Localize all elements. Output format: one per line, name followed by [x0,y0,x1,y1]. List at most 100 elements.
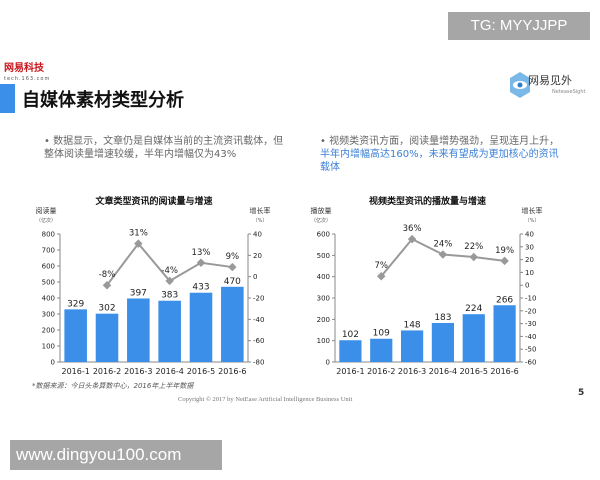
growth-label: -4% [161,266,178,276]
x-tick-label: 2016-1 [61,367,89,376]
bar [127,298,150,362]
y2-tick-label: -80 [253,359,264,367]
y2-tick-label: 40 [253,231,262,239]
y-tick-label: 0 [326,359,330,367]
x-tick-label: 2016-5 [460,367,488,376]
bar [339,340,362,362]
growth-point [407,234,417,244]
copyright: Copyright © 2017 by NetEase Artificial I… [178,396,353,403]
y2-axis-unit: （%） [525,218,540,224]
bar [462,314,485,362]
y2-tick-label: 0 [525,282,529,290]
y-tick-label: 600 [42,263,55,271]
growth-point [469,252,478,262]
y2-tick-label: -20 [525,307,536,315]
growth-label: 13% [192,248,211,258]
y2-axis-label: 增长率 [522,206,543,215]
bar-value-label: 183 [434,313,451,323]
y2-tick-label: -50 [525,346,536,354]
x-tick-label: 2016-3 [398,367,426,376]
bar-value-label: 470 [224,277,241,287]
y-tick-label: 200 [317,316,330,324]
y2-axis-unit: （%） [253,218,268,224]
bar [221,286,244,362]
bullet-1-text: 数据显示，文章仍是自媒体当前的主流资讯载体，但整体阅读量增速较缓，半年内增幅仅为… [44,136,284,160]
y-tick-label: 400 [42,295,55,303]
y-tick-label: 500 [317,252,330,260]
growth-point [134,239,143,248]
chart-1: 文章类型资讯的阅读量与增速阅读量（亿次）增长率（%）01002003004005… [36,195,271,376]
growth-point [196,258,206,268]
bar-value-label: 224 [465,304,482,314]
growth-point [377,271,386,281]
watermark-top: TG: MYYJJPP [448,12,590,40]
growth-point [228,262,237,272]
y2-tick-label: 30 [525,243,534,251]
growth-point [165,276,174,286]
netease-tech-logo: 网易科技 [4,63,44,74]
y-tick-label: 500 [42,279,55,287]
bullet-1: • 数据显示，文章仍是自媒体当前的主流资讯载体，但整体阅读量增速较缓，半年内增幅… [44,136,284,160]
growth-label: -8% [99,270,116,280]
x-tick-label: 2016-5 [187,367,215,376]
x-tick-label: 2016-4 [429,367,457,376]
data-source: *数据来源：今日头条算数中心，2016年上半年数据 [32,382,194,390]
y-tick-label: 0 [51,359,55,367]
x-tick-label: 2016-1 [336,367,364,376]
y2-tick-label: -20 [253,295,264,303]
y2-tick-label: 10 [525,269,534,277]
growth-label: 22% [464,242,483,252]
bar-value-label: 109 [373,329,390,339]
title-accent-bar [0,84,15,113]
x-tick-label: 2016-2 [367,367,395,376]
bar-value-label: 266 [496,295,513,305]
y2-tick-label: 40 [525,231,534,239]
growth-label: 9% [226,252,240,262]
bar-value-label: 383 [161,291,178,301]
growth-label: 19% [495,246,514,256]
bar-value-label: 397 [130,288,147,298]
growth-point [500,256,509,266]
y2-tick-label: 20 [525,256,534,264]
y2-tick-label: 20 [253,252,262,260]
bar [64,309,87,362]
y2-axis-label: 增长率 [250,206,271,215]
chart-2: 视频类型资讯的播放量与增速播放量（亿次）增长率（%）01002003004005… [311,195,543,376]
y-axis-label: 播放量 [311,206,332,215]
bar [400,330,424,362]
bullet-2-highlight: 半年内增幅高达160%，未来有望成为更加核心的资讯载体 [320,149,559,173]
bar-value-label: 302 [98,304,115,314]
page-number: 5 [578,388,585,398]
y-tick-label: 300 [42,311,55,319]
y-tick-label: 800 [42,231,55,239]
x-tick-label: 2016-6 [218,367,246,376]
growth-point [102,280,112,290]
y-axis-label: 阅读量 [36,206,57,215]
bar [493,305,516,362]
brand-subtext: NeteaseSight [552,89,586,95]
bar [158,300,181,362]
bar [189,292,213,362]
y2-tick-label: -10 [525,295,536,303]
bar [95,313,119,362]
chart-title: 文章类型资讯的阅读量与增速 [94,195,212,207]
bar [370,338,393,362]
x-tick-label: 2016-2 [93,367,121,376]
y-tick-label: 300 [317,295,330,303]
x-tick-label: 2016-4 [155,367,183,376]
y-tick-label: 100 [42,343,55,351]
y2-tick-label: -30 [525,320,536,328]
bar-value-label: 102 [342,330,359,340]
y-tick-label: 400 [317,273,330,281]
growth-label: 7% [375,261,389,271]
y-tick-label: 700 [42,247,55,255]
y-tick-label: 600 [317,231,330,239]
y2-tick-label: -60 [253,337,264,345]
bar [431,322,455,362]
page-title: 自媒体素材类型分析 [22,90,184,111]
y2-tick-label: -40 [253,316,264,324]
bar-value-label: 329 [67,299,84,309]
y-axis-unit: （亿次） [36,217,56,224]
watermark-bottom: www.dingyou100.com [10,440,222,470]
